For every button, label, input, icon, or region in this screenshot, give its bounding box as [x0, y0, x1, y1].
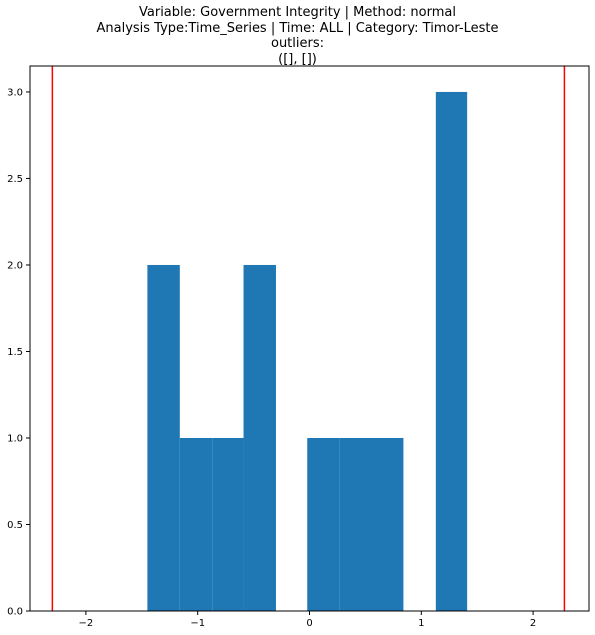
- histogram-bar-2: [212, 437, 244, 611]
- threshold-lines-group: [51, 66, 566, 611]
- chart-title-line-4: ([], []): [278, 51, 317, 67]
- x-tick-label: −1: [190, 618, 205, 629]
- histogram-bar-5: [307, 437, 340, 611]
- x-tick-label: 0: [306, 618, 312, 629]
- y-tick-label: 2.5: [7, 174, 23, 185]
- chart-title: Variable: Government Integrity | Method:…: [0, 5, 595, 67]
- y-tick-label: 2.0: [7, 260, 23, 271]
- histogram-bar-1: [179, 437, 213, 611]
- bars-group: [147, 91, 468, 611]
- histogram-bar-7: [370, 437, 404, 611]
- chart-title-line-1: Variable: Government Integrity | Method:…: [139, 5, 456, 20]
- y-tick-label: 1.0: [7, 433, 23, 444]
- chart-title-line-2: Analysis Type:Time_Series | Time: ALL | …: [96, 20, 499, 36]
- y-tick-label: 0.0: [7, 607, 23, 618]
- histogram-bar-0: [147, 264, 180, 611]
- y-axis: 0.0 0.5 1.0 1.5 2.0 2.5 3.0: [7, 87, 30, 618]
- y-tick-label: 0.5: [7, 520, 23, 531]
- y-tick-label: 3.0: [7, 87, 23, 98]
- x-tick-label: 1: [418, 618, 424, 629]
- chart-title-line-3: outliers:: [270, 36, 324, 51]
- histogram-bar-6: [339, 437, 371, 611]
- plot-frame: [29, 65, 590, 612]
- x-tick-label: 2: [530, 618, 536, 629]
- histogram-bar-9: [435, 91, 468, 611]
- histogram-bar-3: [243, 264, 276, 611]
- x-tick-label: −2: [79, 618, 94, 629]
- x-axis: −2 −1 0 1 2: [79, 611, 536, 629]
- y-tick-label: 1.5: [7, 347, 23, 358]
